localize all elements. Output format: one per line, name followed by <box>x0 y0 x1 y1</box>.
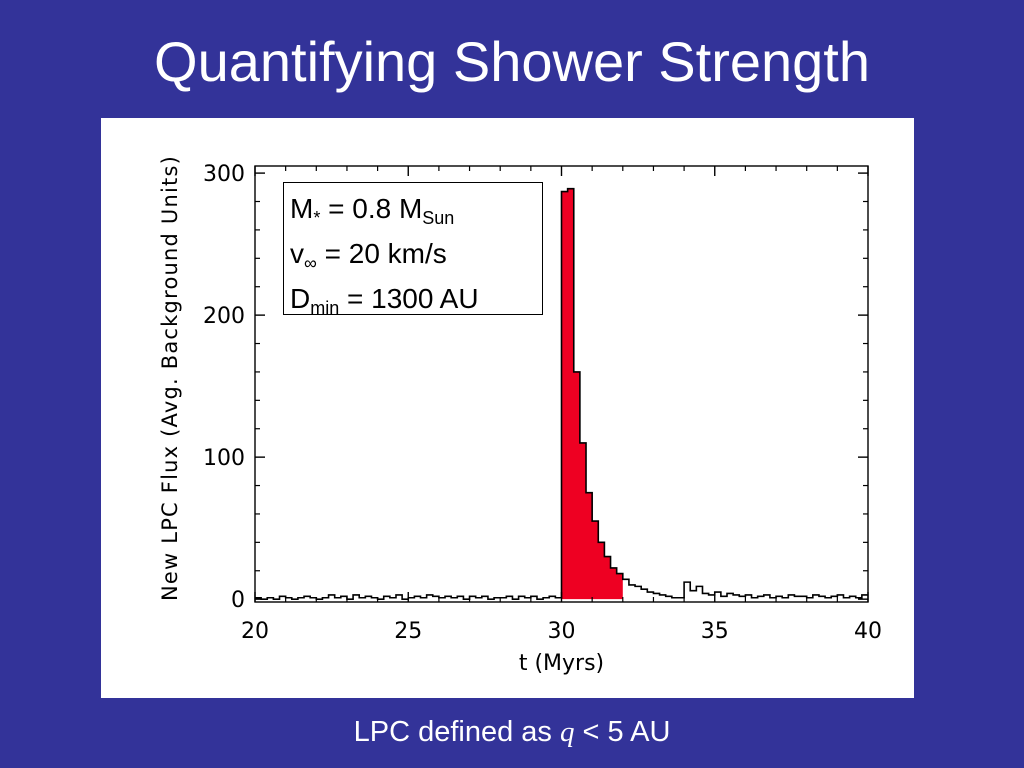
legend-velocity-sub: ∞ <box>304 253 317 273</box>
x-tick-label: 35 <box>701 619 729 644</box>
legend-distance-value: = 1300 AU <box>339 283 479 314</box>
caption-suffix: < 5 AU <box>582 716 671 748</box>
x-tick-label: 20 <box>241 619 269 644</box>
x-tick-label: 40 <box>854 619 882 644</box>
y-axis-label: New LPC Flux (Avg. Background Units) <box>158 155 182 601</box>
legend-distance-symbol: D <box>290 283 311 314</box>
x-axis-label: t (Myrs) <box>519 651 604 676</box>
x-tick-label: 25 <box>394 619 422 644</box>
legend-velocity-value: = 20 km/s <box>316 238 447 269</box>
legend-min-distance: Dmin = 1300 AU <box>284 281 542 326</box>
parameter-legend: M* = 0.8 MSun v∞ = 20 km/s Dmin = 1300 A… <box>283 182 543 318</box>
legend-mass-symbol: M <box>290 193 314 224</box>
caption-prefix: LPC defined as <box>353 716 552 748</box>
y-tick-label: 200 <box>203 304 245 329</box>
slide-title: Quantifying Shower Strength <box>154 30 870 93</box>
histogram-chart: 20 25 30 35 40 0 100 200 300 t (Myrs) New LPC Flux… <box>158 155 882 676</box>
plot-area: 20 25 30 35 40 0 100 200 300 t (Myrs) New LPC Flux… <box>158 155 882 676</box>
legend-mass-value: = 0.8 M <box>320 193 423 224</box>
legend-velocity: v∞ = 20 km/s <box>284 236 542 281</box>
legend-mass-star-sub: * <box>313 208 321 228</box>
y-tick-label: 0 <box>231 588 245 613</box>
y-tick-label: 300 <box>203 162 245 187</box>
legend-stellar-mass: M* = 0.8 MSun <box>284 191 542 236</box>
figure-panel: 20 25 30 35 40 0 100 200 300 t (Myrs) New LPC Flux… <box>101 118 914 698</box>
shower-fill-area <box>561 188 623 600</box>
caption-variable: q <box>559 716 575 748</box>
slide-caption: LPC defined as q < 5 AU <box>0 712 1024 752</box>
y-tick-label: 100 <box>203 446 245 471</box>
legend-mass-sun-sub: Sun <box>422 208 455 228</box>
legend-distance-sub: min <box>310 298 340 318</box>
x-tick-label: 30 <box>548 619 576 644</box>
legend-velocity-symbol: v <box>290 238 304 269</box>
